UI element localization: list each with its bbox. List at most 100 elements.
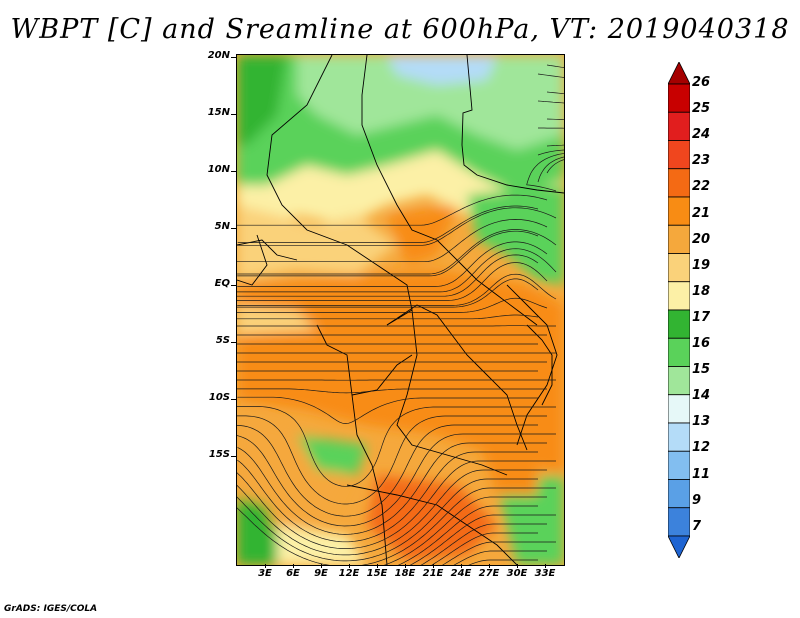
lon-tick: [405, 564, 406, 568]
lon-label-27e: 27E: [478, 568, 500, 579]
lat-label-5s: 5S: [215, 335, 230, 346]
colorbar-swatches: [667, 61, 691, 559]
streamline: [237, 207, 557, 246]
lat-tick: [231, 114, 236, 115]
streamline: [237, 406, 556, 487]
streamline: [431, 532, 538, 565]
streamline: [546, 144, 564, 147]
colorbar-swatch: [667, 507, 691, 537]
colorbar-swatch: [667, 140, 691, 170]
colorbar-swatch: [667, 394, 691, 424]
streamline: [237, 273, 557, 306]
streamline: [420, 523, 547, 565]
colorbar-label: 26: [692, 75, 711, 90]
streamline: [237, 442, 547, 535]
colorbar-label: 9: [692, 492, 702, 508]
colorbar-swatch: [667, 111, 691, 141]
map-title: WBPT [C] and Sreamline at 600hPa, VT: 20…: [10, 14, 790, 45]
lat-tick: [231, 456, 236, 457]
streamline: [526, 153, 564, 192]
lon-tick: [377, 564, 378, 568]
lon-tick: [489, 564, 490, 568]
lon-tick: [461, 564, 462, 568]
lon-label-12e: 12E: [338, 568, 360, 579]
streamline: [237, 460, 556, 549]
lon-label-15e: 15E: [366, 568, 388, 579]
colorbar-swatch: [667, 535, 691, 559]
colorbar-label: 16: [692, 336, 711, 351]
lat-tick: [231, 57, 236, 58]
colorbar-swatch: [667, 253, 691, 283]
colorbar-label: 18: [692, 283, 711, 299]
colorbar-label: 12: [692, 440, 711, 456]
streamline: [468, 559, 538, 565]
streamline: [546, 91, 564, 95]
colorbar-swatch: [667, 309, 691, 339]
streamline: [237, 297, 548, 313]
lat-label-15s: 15S: [208, 449, 230, 460]
streamline: [442, 541, 556, 565]
colorbar-swatch: [667, 281, 691, 311]
streamline: [383, 496, 547, 565]
lat-tick: [231, 342, 236, 343]
streamline: [237, 254, 539, 297]
colorbar-label: 21: [692, 205, 711, 221]
colorbar-label: 17: [692, 309, 711, 325]
streamline: [409, 514, 556, 565]
streamline: [237, 262, 548, 301]
streamline: [237, 388, 547, 394]
lat-tick: [231, 285, 236, 286]
colorbar-label: 14: [692, 388, 711, 404]
colorbar-label: 11: [692, 466, 711, 482]
lon-tick: [545, 564, 546, 568]
wbpt-streamline-map: [237, 55, 564, 565]
colorbar-swatch: [667, 224, 691, 254]
lon-tick: [293, 564, 294, 568]
streamline: [237, 469, 547, 556]
lon-label-30e: 30E: [506, 568, 528, 579]
streamline: [546, 64, 564, 68]
lon-label-3e: 3E: [258, 568, 272, 579]
footer-credit: GrADS: IGES/COLA: [4, 604, 98, 614]
lon-tick: [265, 564, 266, 568]
colorbar-label: 13: [692, 414, 711, 430]
lat-label-20n: 20N: [207, 50, 230, 61]
lon-tick: [517, 564, 518, 568]
streamline: [537, 149, 564, 156]
lat-label-eq: EQ: [214, 278, 230, 289]
streamline: [546, 118, 564, 120]
colorbar: [667, 61, 691, 562]
map-panel: [236, 54, 565, 566]
streamline: [237, 241, 548, 287]
lon-label-18e: 18E: [394, 568, 416, 579]
colorbar-swatch: [667, 366, 691, 396]
colorbar-swatch: [667, 479, 691, 509]
streamline: [237, 478, 538, 562]
streamline: [237, 194, 548, 226]
streamline: [237, 248, 557, 293]
streamline: [546, 159, 564, 174]
lat-label-10n: 10N: [207, 164, 230, 175]
colorbar-swatch: [667, 422, 691, 452]
streamline: [537, 73, 564, 78]
colorbar-label: 25: [692, 101, 711, 117]
lon-label-6e: 6E: [286, 568, 300, 579]
colorbar-swatch: [667, 61, 691, 85]
streamline: [237, 487, 556, 565]
colorbar-swatch: [667, 337, 691, 367]
colorbar-label: 20: [692, 231, 711, 247]
lon-label-9e: 9E: [314, 568, 328, 579]
lat-label-15n: 15N: [207, 107, 230, 118]
streamline: [453, 550, 547, 565]
lon-label-21e: 21E: [422, 568, 444, 579]
colorbar-label: 24: [692, 127, 711, 143]
lon-tick: [321, 564, 322, 568]
colorbar-label: 15: [692, 362, 711, 378]
colorbar-swatch: [667, 196, 691, 226]
colorbar-swatch: [667, 83, 691, 113]
streamline: [537, 100, 564, 104]
colorbar-label: 19: [692, 257, 711, 273]
streamline: [237, 229, 557, 275]
lon-label-33e: 33E: [534, 568, 556, 579]
streamline: [237, 433, 556, 527]
